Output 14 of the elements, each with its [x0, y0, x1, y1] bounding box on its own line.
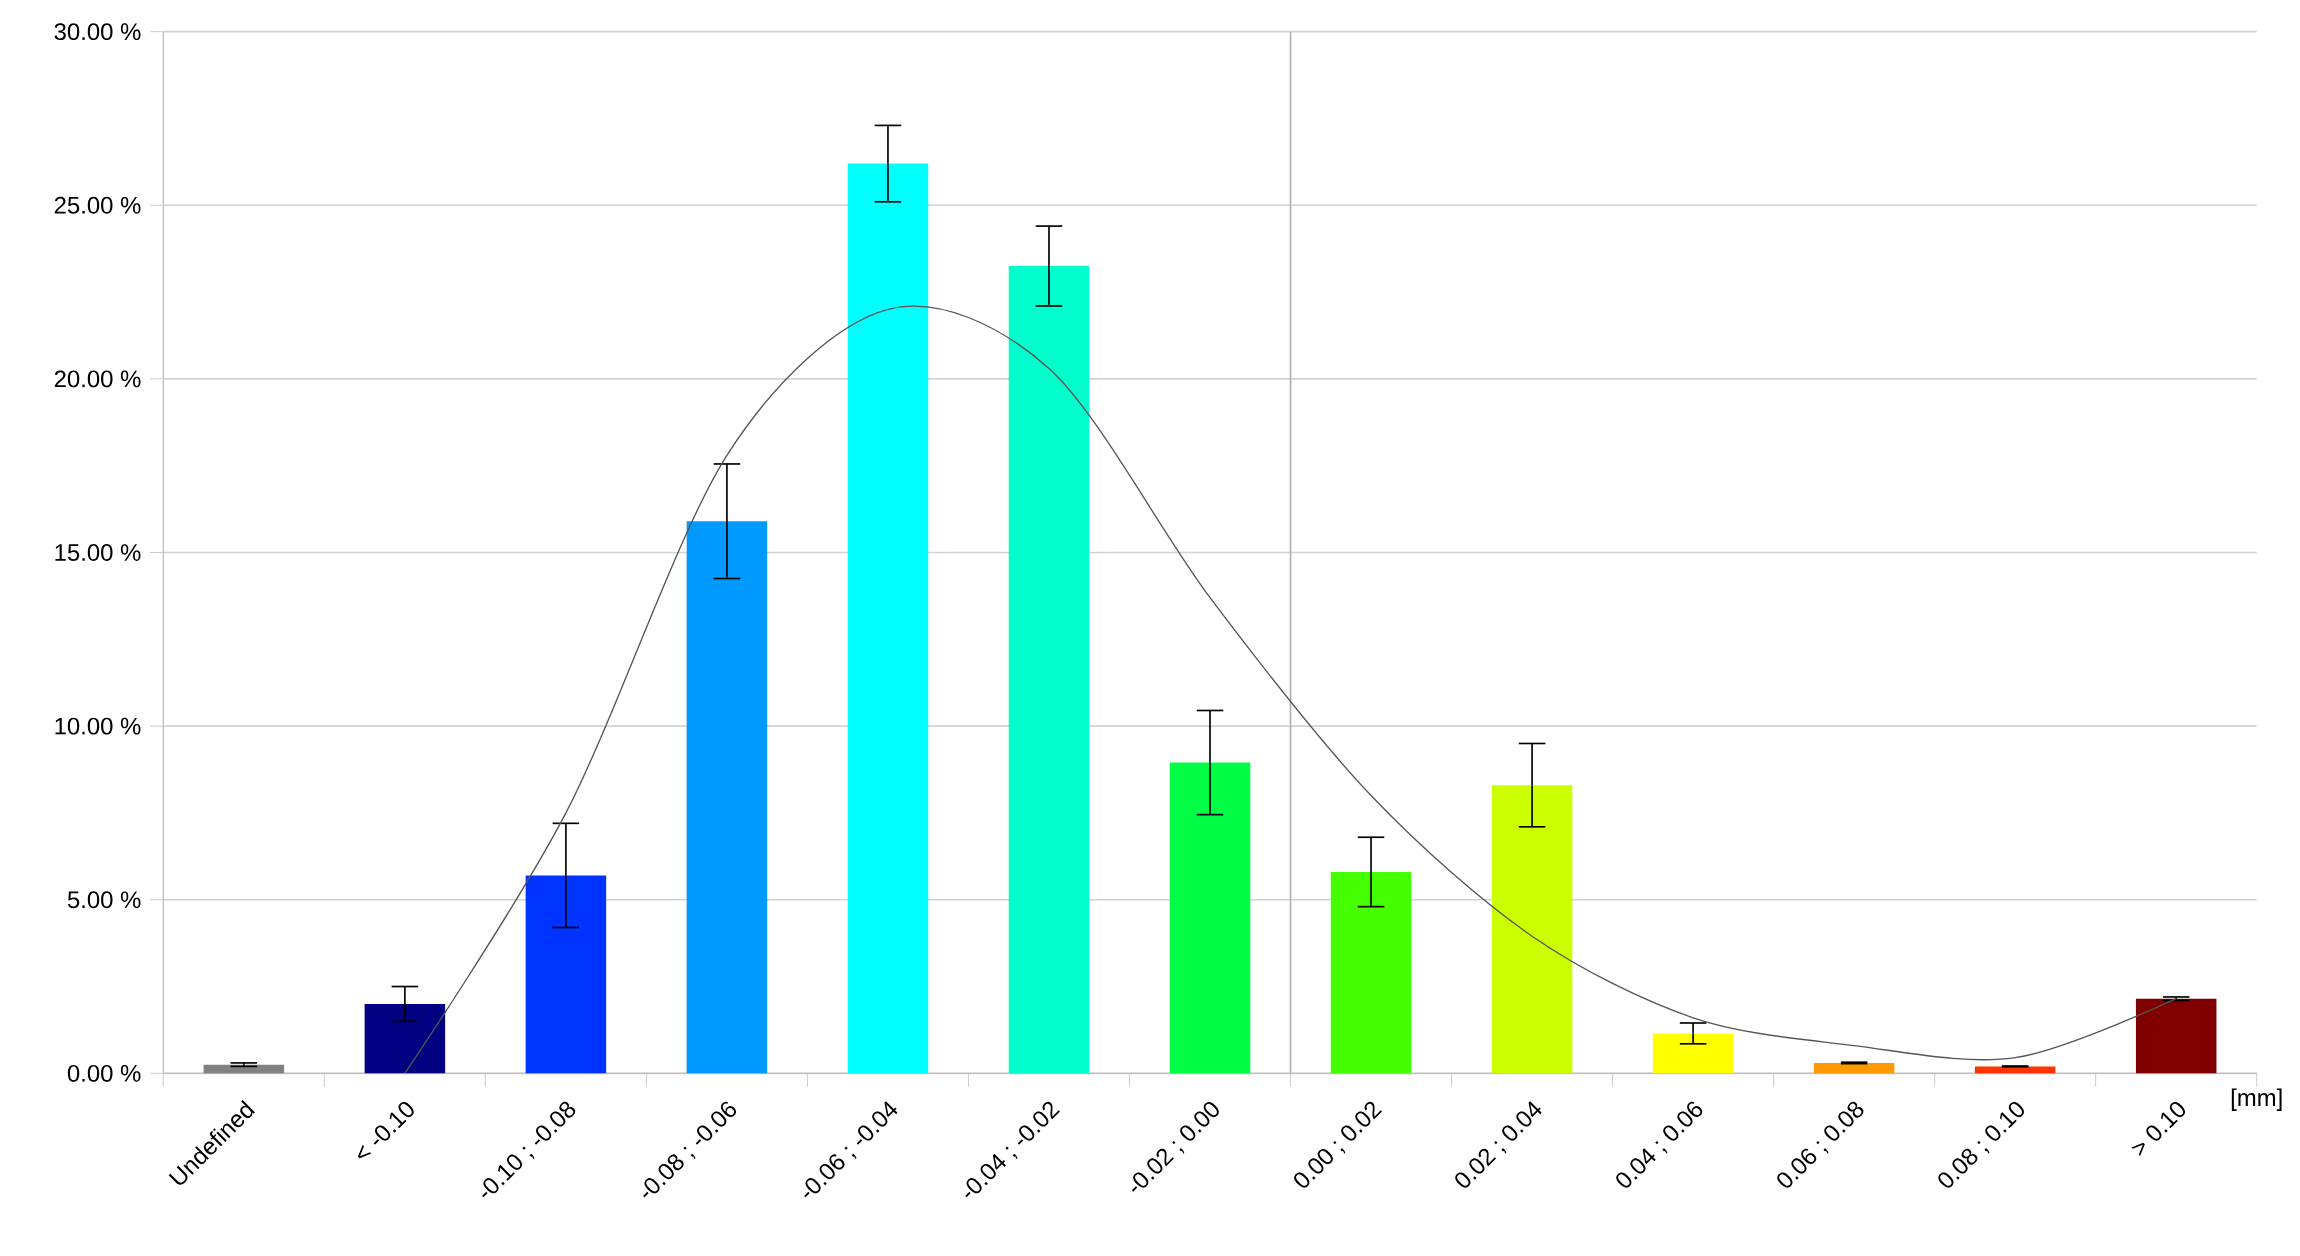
y-tick-label: 10.00 % — [55, 717, 141, 735]
x-tick-label: 0.06 ; 0.08 — [1777, 1101, 1864, 1188]
x-tick-label: 0.04 ; 0.06 — [1616, 1101, 1703, 1188]
y-tick-label: 15.00 % — [55, 544, 141, 561]
x-tick-label: > 0.10 — [2131, 1101, 2186, 1157]
y-tick-label: 25.00 % — [54, 196, 141, 214]
x-tick-label: 0.08 ; 0.10 — [1938, 1101, 2024, 1188]
y-tick-label: 5.00 % — [67, 891, 141, 909]
x-tick-label: 0.02 ; 0.04 — [1455, 1101, 1542, 1188]
y-tick-label: 30.00 % — [54, 23, 141, 41]
x-axis-title: [mm] — [2231, 1088, 2282, 1111]
y-tick-label: 0.00 % — [67, 1064, 141, 1082]
x-tick-label: 0.00 ; 0.02 — [1294, 1101, 1382, 1188]
y-tick-label: 20.00 % — [54, 370, 141, 388]
